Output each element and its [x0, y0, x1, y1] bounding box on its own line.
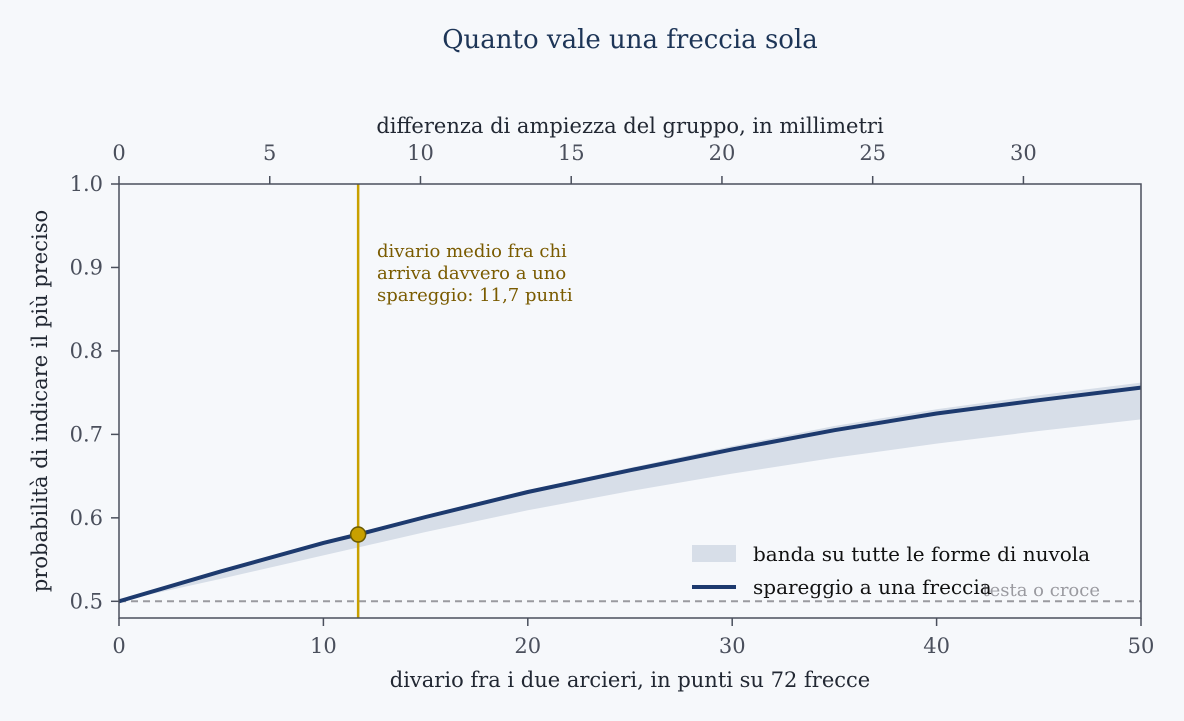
legend-line-label: spareggio a una freccia: [753, 575, 992, 599]
y-tick-label: 0.8: [70, 339, 103, 363]
top-axis-label: differenza di ampiezza del gruppo, in mi…: [376, 114, 884, 138]
y-tick-label: 0.5: [70, 589, 103, 613]
legend: banda su tutte le forme di nuvola spareg…: [692, 542, 1090, 599]
legend-band-swatch: [692, 545, 736, 562]
top-axis-ticks: 0 5 10 15 20 25 30: [112, 141, 1037, 184]
y-tick-label: 0.6: [70, 506, 103, 530]
x-tick-label: 40: [923, 634, 950, 658]
x-tick-label: 50: [1128, 634, 1155, 658]
top-tick-label: 10: [407, 141, 434, 165]
legend-band-label: banda su tutte le forme di nuvola: [753, 542, 1090, 566]
y-axis-ticks: 0.5 0.6 0.7 0.8 0.9 1.0: [70, 172, 119, 613]
annotation-line-1: divario medio fra chi: [377, 241, 567, 262]
y-tick-label: 0.9: [70, 255, 103, 279]
top-tick-label: 5: [263, 141, 276, 165]
chart-title: Quanto vale una freccia sola: [442, 25, 818, 55]
top-tick-label: 25: [859, 141, 886, 165]
top-tick-label: 30: [1010, 141, 1037, 165]
reference-line-label: testa o croce: [982, 580, 1100, 601]
x-tick-label: 0: [112, 634, 125, 658]
highlight-point: [349, 526, 367, 543]
y-axis-label: probabilità di indicare il più preciso: [28, 210, 52, 592]
plot-area: [118, 184, 1142, 618]
series-line-0: [118, 385, 1142, 604]
annotation-line-2: arriva davvero a uno: [377, 263, 566, 284]
x-tick-label: 30: [719, 634, 746, 658]
x-tick-label: 10: [310, 634, 337, 658]
top-tick-label: 0: [112, 141, 125, 165]
x-axis-label: divario fra i due arcieri, in punti su 7…: [390, 668, 870, 692]
x-tick-label: 20: [514, 634, 541, 658]
y-tick-label: 0.7: [70, 422, 103, 446]
top-tick-label: 15: [558, 141, 585, 165]
uncertainty-band: [119, 382, 1141, 602]
plot-frame: [118, 183, 1142, 619]
y-tick-label: 1.0: [70, 172, 103, 196]
top-tick-label: 20: [709, 141, 736, 165]
vline-annotation: divario medio fra chi arriva davvero a u…: [377, 241, 573, 306]
x-axis-ticks: 0 10 20 30 40 50: [112, 618, 1154, 658]
annotation-line-3: spareggio: 11,7 punti: [377, 285, 573, 306]
